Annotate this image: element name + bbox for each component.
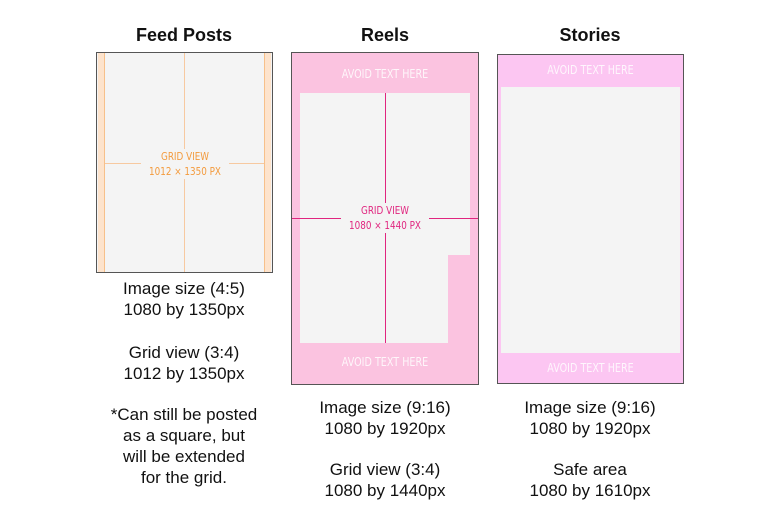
- right-margin-stripe: [264, 53, 271, 272]
- feed-post-frame: GRID VIEW 1012 × 1350 PX: [96, 52, 273, 273]
- grid-label: GRID VIEW: [161, 150, 209, 163]
- grid-view-label: GRID VIEW 1080 × 1440 PX: [341, 203, 429, 233]
- reels-frame: AVOID TEXT HERE GRID VIEW 1080 × 1440 PX…: [291, 52, 479, 385]
- grid-area-lower: [300, 255, 448, 343]
- grid-label: GRID VIEW: [361, 204, 409, 217]
- feed-footnote: *Can still be posted as a square, but will…: [110, 405, 258, 487]
- grid-size: 1080 × 1440 PX: [349, 219, 421, 232]
- feed-caption-2: Grid view (3:4) 1012 by 1350px: [123, 343, 245, 383]
- feed-caption-1: Image size (4:5) 1080 by 1350px: [123, 279, 245, 319]
- stories-caption-2: Safe area 1080 by 1610px: [529, 460, 651, 500]
- feed-posts-title: Feed Posts: [135, 25, 233, 45]
- stories-title: Stories: [559, 25, 621, 45]
- reels-caption-1: Image size (9:16) 1080 by 1920px: [319, 398, 451, 438]
- avoid-text-top: AVOID TEXT HERE: [341, 67, 429, 81]
- left-margin-stripe: [98, 53, 105, 272]
- grid-view-label: GRID VIEW 1012 × 1350 PX: [141, 149, 229, 179]
- avoid-text-bottom: AVOID TEXT HERE: [341, 355, 429, 369]
- stories-frame: AVOID TEXT HERE AVOID TEXT HERE: [497, 54, 684, 384]
- stories-caption-1: Image size (9:16) 1080 by 1920px: [524, 398, 656, 438]
- grid-size: 1012 × 1350 PX: [149, 165, 221, 178]
- avoid-text-bottom: AVOID TEXT HERE: [547, 361, 634, 375]
- safe-area: [501, 87, 680, 353]
- reels-caption-2: Grid view (3:4) 1080 by 1440px: [324, 460, 446, 500]
- reels-title: Reels: [360, 25, 410, 45]
- avoid-text-top: AVOID TEXT HERE: [547, 63, 634, 77]
